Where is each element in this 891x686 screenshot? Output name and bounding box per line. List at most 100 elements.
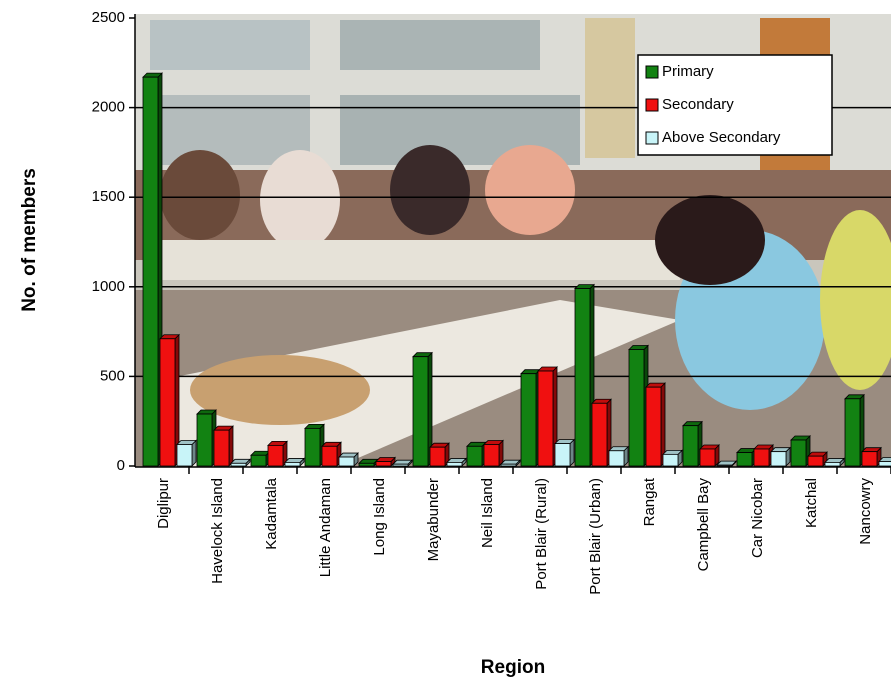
- y-axis-title: No. of members: [19, 168, 40, 312]
- bar-top: [142, 72, 163, 78]
- bar-top: [176, 440, 197, 445]
- bar: [230, 462, 247, 467]
- bar: [338, 456, 355, 467]
- x-tick-label: Diglipur: [155, 478, 172, 529]
- legend-swatch: [645, 65, 659, 79]
- x-tick-label: Nancowry: [857, 478, 874, 545]
- bar-top: [628, 345, 649, 350]
- bar: [176, 444, 193, 467]
- bar: [537, 370, 554, 467]
- bar: [142, 76, 159, 467]
- bar-top: [844, 394, 865, 400]
- bar: [790, 439, 807, 467]
- x-tick-label: Long Island: [371, 478, 388, 556]
- bar-top: [267, 440, 288, 446]
- bar: [770, 451, 787, 467]
- bar-top: [500, 459, 521, 465]
- bar-top: [790, 435, 811, 441]
- bar: [682, 425, 699, 467]
- bar-top: [250, 450, 271, 456]
- bar: [429, 446, 446, 467]
- y-tick-label: 1500: [92, 188, 125, 205]
- bar-top: [807, 451, 828, 457]
- bar-top: [770, 447, 791, 453]
- bar: [554, 443, 571, 467]
- bar: [807, 455, 824, 467]
- bar-top: [412, 352, 433, 358]
- legend-box: [637, 54, 833, 156]
- legend-swatch: [645, 131, 659, 145]
- legend-label: Secondary: [662, 96, 734, 113]
- bar: [321, 445, 338, 467]
- bar: [628, 349, 645, 467]
- bar-top: [338, 452, 359, 458]
- bar-top: [446, 458, 467, 463]
- bar: [699, 448, 716, 467]
- legend: Primary Secondary Above Secondary: [637, 54, 833, 156]
- bar-top: [591, 398, 612, 404]
- y-tick-label: 1000: [92, 278, 125, 295]
- bar: [304, 427, 321, 467]
- bar-top: [429, 442, 450, 448]
- bar: [446, 462, 463, 467]
- bar: [375, 461, 392, 467]
- bar-top: [662, 449, 683, 455]
- bar: [861, 451, 878, 467]
- bar-top: [159, 334, 180, 340]
- y-tick-label: 2500: [92, 9, 125, 26]
- y-tick-label: 0: [117, 457, 125, 474]
- legend-label: Primary: [662, 63, 714, 80]
- bar-top: [554, 439, 575, 445]
- x-tick-label: Havelock Island: [209, 478, 226, 584]
- bar: [267, 444, 284, 467]
- bar-top: [483, 440, 504, 445]
- bar: [662, 453, 679, 467]
- x-tick-label: Little Andaman: [317, 478, 334, 577]
- x-tick-label: Car Nicobar: [749, 478, 766, 558]
- bar-top: [824, 458, 845, 463]
- bar: [645, 386, 662, 467]
- bar: [844, 398, 861, 467]
- bar-top: [196, 409, 217, 415]
- legend-swatch: [645, 98, 659, 112]
- bar: [392, 463, 409, 467]
- bars: [142, 72, 891, 467]
- bar-top: [520, 369, 541, 375]
- bar: [358, 462, 375, 467]
- bar: [284, 462, 301, 467]
- x-tick-label: Campbell Bay: [695, 478, 712, 572]
- bar-top: [358, 458, 379, 464]
- bar-top: [392, 459, 413, 465]
- bar-top: [537, 366, 558, 372]
- bar: [196, 413, 213, 467]
- bar: [608, 450, 625, 467]
- bar-top: [466, 441, 487, 447]
- legend-label: Above Secondary: [662, 129, 781, 146]
- bar-top: [716, 460, 737, 466]
- bar: [500, 463, 517, 467]
- bar: [824, 462, 841, 467]
- x-tick-label: Port Blair (Urban): [587, 478, 604, 595]
- bar-top: [608, 446, 629, 452]
- bar-top: [304, 423, 325, 429]
- bar: [520, 373, 537, 467]
- bar: [213, 429, 230, 467]
- bar-top: [682, 421, 703, 427]
- x-tick-label: Katchal: [803, 478, 820, 528]
- x-axis-title: Region: [481, 657, 545, 678]
- bar-top: [284, 458, 305, 463]
- bar-top: [699, 444, 720, 450]
- bar: [483, 444, 500, 467]
- bar-top: [753, 444, 774, 450]
- x-tick-label: Rangat: [641, 477, 658, 526]
- bar-top: [213, 425, 234, 431]
- bar-top: [375, 457, 396, 462]
- bar-top: [736, 448, 757, 453]
- bar: [250, 454, 267, 467]
- bar-top: [321, 441, 342, 447]
- bar-top: [574, 284, 595, 289]
- bar-top: [645, 382, 666, 388]
- bar: [159, 338, 176, 467]
- x-tick-label: Neil Island: [479, 478, 496, 548]
